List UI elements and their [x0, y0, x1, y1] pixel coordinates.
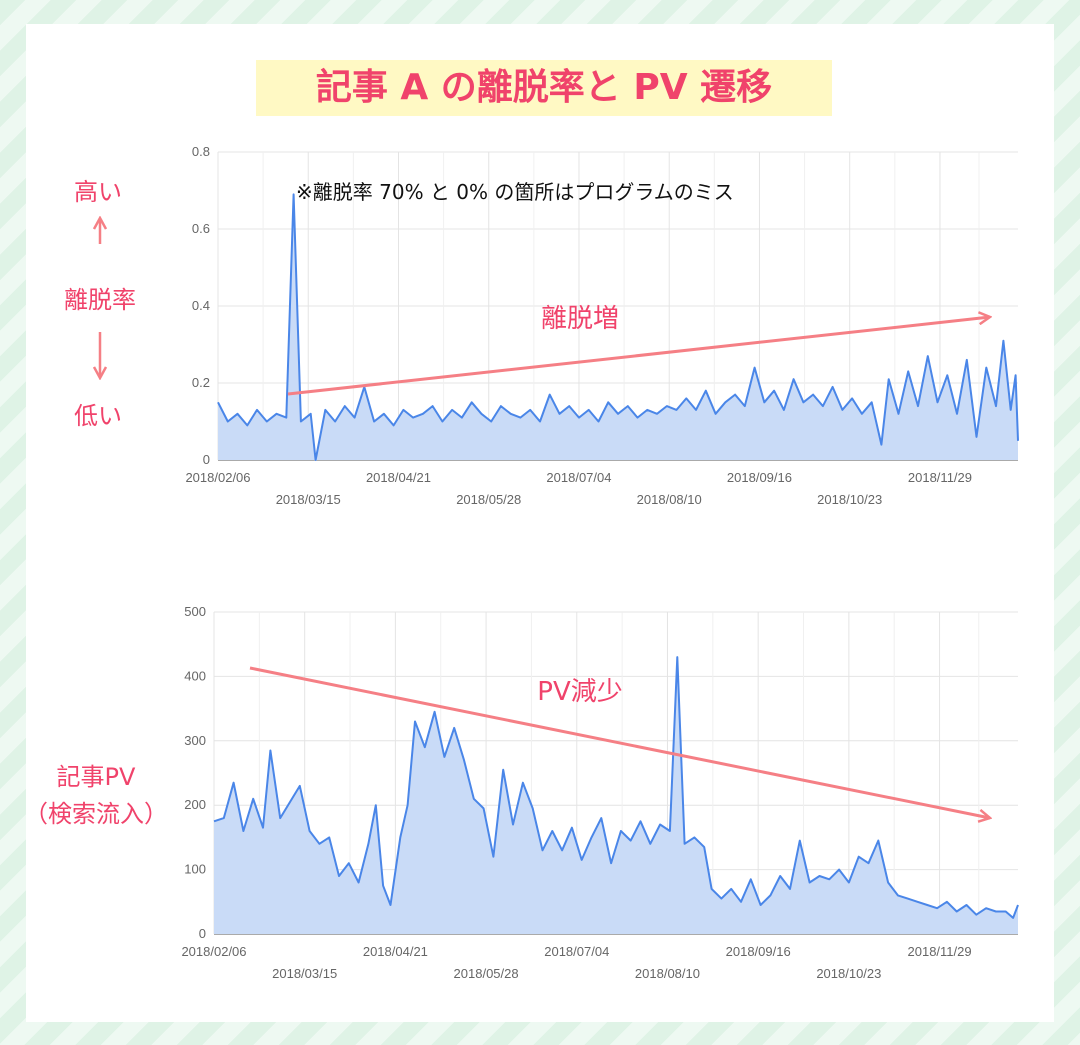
bounce-x-tick-label: 2018/03/15 — [276, 492, 341, 507]
pv-y-tick-label: 100 — [184, 862, 206, 877]
bounce-area-fill — [218, 194, 1018, 460]
bounce-x-tick-label: 2018/05/28 — [456, 492, 521, 507]
bounce-x-tick-label: 2018/11/29 — [908, 470, 972, 485]
bounce-x-tick-label: 2018/10/23 — [817, 492, 882, 507]
side-label-high: 高い — [74, 178, 122, 206]
pv-x-tick-label: 2018/04/21 — [363, 944, 428, 959]
bounce-y-tick-label: 0.8 — [192, 144, 210, 159]
pv-trend-arrow — [249, 666, 990, 818]
pv-y-tick-label: 200 — [184, 797, 206, 812]
pv-x-tick-label: 2018/08/10 — [635, 966, 700, 981]
side-label-pv-sub: （検索流入） — [24, 800, 168, 828]
bounce-y-tick-label: 0.6 — [192, 221, 210, 236]
pv-chart: 0 100 200 300 400 500 2018/02/06 2018/04/21 2018… — [181, 604, 1019, 981]
pv-y-tick-label: 500 — [184, 604, 206, 619]
side-label-low: 低い — [74, 402, 122, 430]
bounce-x-tick-label: 2018/07/04 — [546, 470, 611, 485]
pv-x-tick-label: 2018/10/23 — [816, 966, 881, 981]
pv-y-tick-label: 0 — [199, 926, 206, 941]
bounce-x-tick-label: 2018/09/16 — [727, 470, 792, 485]
bounce-x-tick-label: 2018/08/10 — [637, 492, 702, 507]
pv-x-tick-label: 2018/05/28 — [454, 966, 519, 981]
bounce-y-tick-label: 0.2 — [192, 375, 210, 390]
side-label-metric: 離脱率 — [64, 286, 136, 314]
bounce-trend-label: 離脱増 — [541, 304, 619, 334]
pv-series-line — [213, 656, 1019, 919]
pv-trend-label: PV減少 — [537, 677, 622, 707]
bounce-y-tick-label: 0.4 — [192, 298, 210, 313]
bounce-y-tick-label: 0 — [203, 452, 210, 467]
bounce-x-tick-label: 2018/04/21 — [366, 470, 431, 485]
pv-y-tick-label: 300 — [184, 733, 206, 748]
bounce-trend-arrow — [287, 317, 990, 396]
bounce-rate-chart: 0 0.2 0.4 0.6 0.8 2018/02/06 2018/04/21 2018/07… — [185, 144, 1019, 507]
side-label-pv: 記事PV — [57, 763, 136, 791]
page-title: 記事 A の離脱率と PV 遷移 — [256, 60, 832, 116]
pv-x-tick-label: 2018/02/06 — [181, 944, 246, 959]
pv-x-tick-label: 2018/07/04 — [544, 944, 609, 959]
pv-x-tick-label: 2018/11/29 — [908, 944, 972, 959]
bounce-series-line — [217, 193, 1019, 461]
note-text: ※離脱率 70% と 0% の箇所はプログラムのミス — [296, 180, 734, 204]
pv-x-tick-label: 2018/09/16 — [726, 944, 791, 959]
pv-y-tick-label: 400 — [184, 668, 206, 683]
pv-x-tick-label: 2018/03/15 — [272, 966, 337, 981]
bounce-x-tick-label: 2018/02/06 — [185, 470, 250, 485]
